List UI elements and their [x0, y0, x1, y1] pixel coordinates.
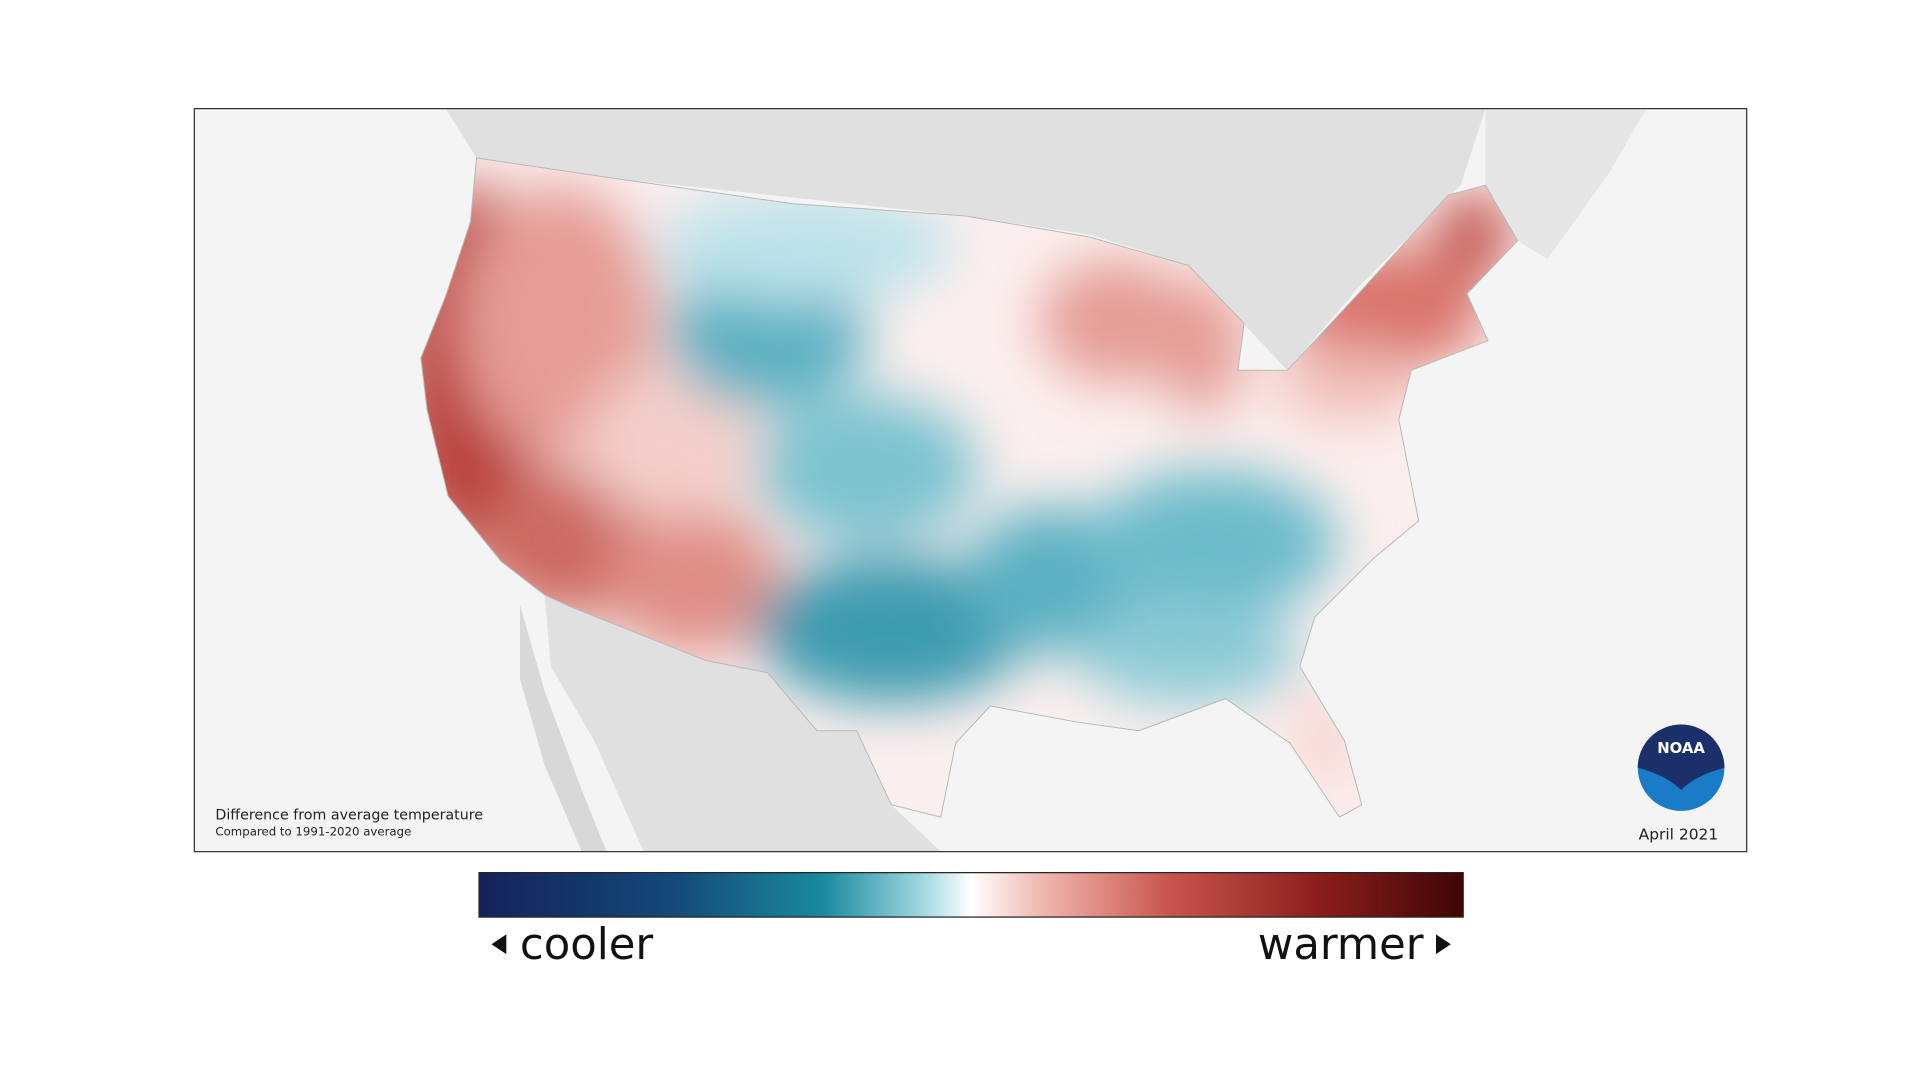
canada-east [1485, 108, 1647, 260]
map-date: April 2021 [1639, 825, 1719, 843]
logo-text: NOAA [1657, 740, 1705, 757]
baja [519, 604, 607, 852]
legend-high-label: warmer [1258, 920, 1424, 970]
canada [445, 108, 1486, 371]
caption-subtitle: Compared to 1991-2020 average [215, 825, 411, 839]
map: NOAA Difference from average temperature… [194, 108, 1747, 852]
legend-low-label: cooler [520, 920, 654, 970]
arrow-right [1435, 934, 1451, 955]
caption-title: Difference from average temperature [215, 808, 483, 824]
color-scale [478, 872, 1464, 918]
arrow-left [491, 934, 507, 955]
legend: cooler warmer [478, 872, 1464, 970]
noaa-logo: NOAA [1637, 724, 1725, 811]
us-outline [420, 157, 1519, 818]
mexico [544, 594, 941, 852]
map-frame [193, 107, 1748, 853]
